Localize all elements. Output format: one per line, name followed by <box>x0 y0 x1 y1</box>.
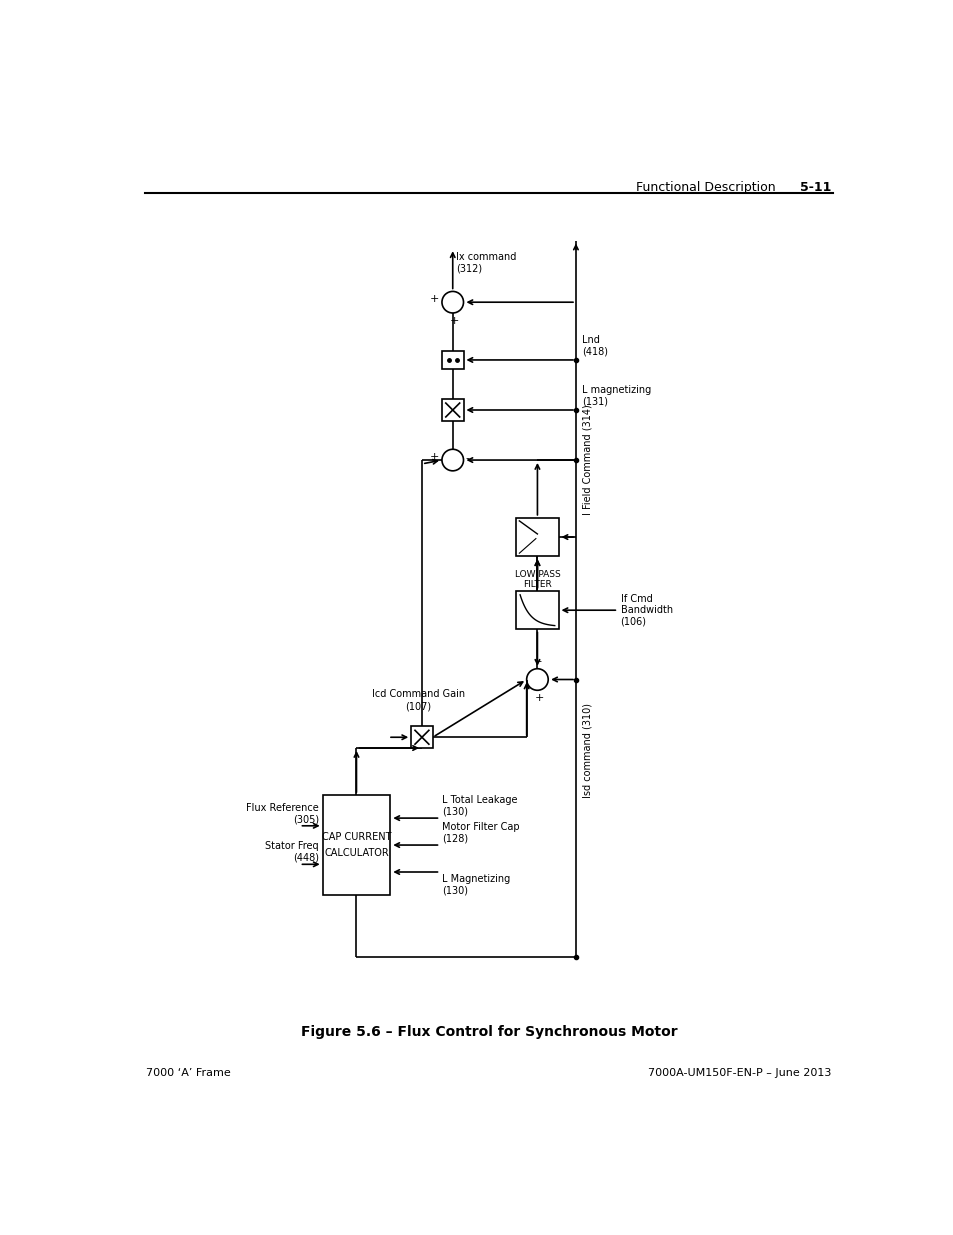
Bar <box>411 726 433 748</box>
Text: +: + <box>534 693 543 703</box>
Text: LOW PASS
FILTER: LOW PASS FILTER <box>514 571 559 589</box>
Text: CAP CURRENT: CAP CURRENT <box>321 832 391 842</box>
Text: I Field Command (314): I Field Command (314) <box>581 405 592 515</box>
Bar <box>516 517 558 556</box>
Text: +: + <box>449 316 458 326</box>
Text: CALCULATOR: CALCULATOR <box>324 847 389 858</box>
Text: +: + <box>429 452 438 462</box>
Text: Icd Command Gain
(107): Icd Command Gain (107) <box>371 689 464 711</box>
Text: +: + <box>429 294 438 304</box>
Text: L Magnetizing
(130): L Magnetizing (130) <box>441 874 510 895</box>
Text: 7000A-UM150F-EN-P – June 2013: 7000A-UM150F-EN-P – June 2013 <box>647 1067 831 1078</box>
Text: Functional Description: Functional Description <box>635 180 775 194</box>
Text: Figure 5.6 – Flux Control for Synchronous Motor: Figure 5.6 – Flux Control for Synchronou… <box>300 1025 677 1039</box>
Text: L magnetizing
(131): L magnetizing (131) <box>581 385 651 406</box>
Bar <box>441 351 463 369</box>
Text: Flux Reference
(305): Flux Reference (305) <box>246 803 318 824</box>
Text: -: - <box>537 657 540 667</box>
Text: If Cmd
Bandwidth
(106): If Cmd Bandwidth (106) <box>620 594 672 627</box>
Text: Isd command (310): Isd command (310) <box>581 703 592 798</box>
Text: Motor Filter Cap
(128): Motor Filter Cap (128) <box>441 823 519 844</box>
Bar <box>322 795 390 895</box>
Text: L Total Leakage
(130): L Total Leakage (130) <box>441 795 517 816</box>
Text: 7000 ‘A’ Frame: 7000 ‘A’ Frame <box>146 1067 231 1078</box>
Bar <box>516 592 558 630</box>
Text: Lnd
(418): Lnd (418) <box>581 335 607 357</box>
Text: -: - <box>464 453 469 463</box>
Text: Stator Freq
(448): Stator Freq (448) <box>265 841 318 863</box>
Text: 5-11: 5-11 <box>800 180 831 194</box>
Bar <box>441 399 463 421</box>
Text: Ix command
(312): Ix command (312) <box>456 252 516 274</box>
